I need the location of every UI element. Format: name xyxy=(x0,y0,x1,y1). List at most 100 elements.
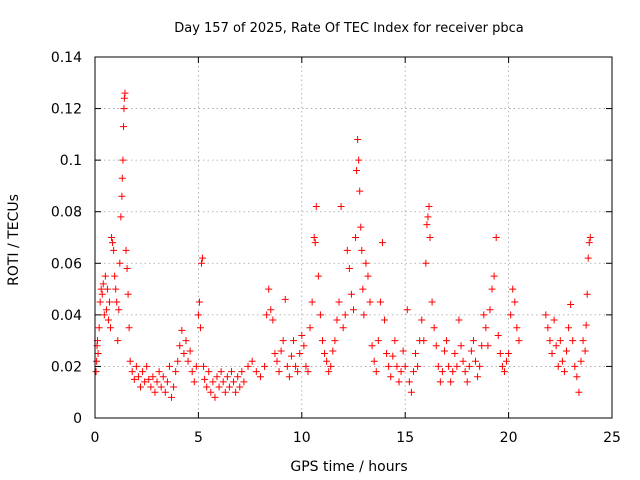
data-point xyxy=(407,388,415,396)
data-point xyxy=(209,378,217,386)
grid-lines xyxy=(95,57,612,418)
data-point xyxy=(575,388,583,396)
data-point xyxy=(355,156,363,164)
data-point xyxy=(321,350,329,358)
data-point xyxy=(141,378,149,386)
data-point xyxy=(354,136,362,144)
x-tick-label: 5 xyxy=(194,430,203,446)
data-point xyxy=(263,311,271,319)
data-point xyxy=(126,357,134,365)
data-point xyxy=(292,362,300,370)
data-point xyxy=(117,213,125,221)
data-point xyxy=(182,337,190,345)
data-point xyxy=(96,298,104,306)
data-point xyxy=(401,362,409,370)
data-point xyxy=(232,388,240,396)
data-point xyxy=(236,383,244,391)
data-point xyxy=(412,350,420,358)
data-point xyxy=(405,378,413,386)
data-point xyxy=(318,337,326,345)
data-point xyxy=(434,362,442,370)
chart-title: Day 157 of 2025, Rate Of TEC Index for r… xyxy=(174,21,524,36)
data-point xyxy=(159,373,167,381)
data-point xyxy=(352,234,360,241)
y-tick-label: 0.08 xyxy=(51,205,82,221)
data-point xyxy=(451,350,459,358)
data-point xyxy=(347,290,355,298)
data-point xyxy=(105,298,113,306)
data-point xyxy=(192,362,200,370)
data-point xyxy=(163,378,171,386)
data-point xyxy=(110,246,118,254)
data-point xyxy=(172,368,180,376)
x-tick-label: 25 xyxy=(603,430,621,446)
data-point xyxy=(343,246,351,254)
data-point xyxy=(560,368,568,376)
tick-labels: 0 5 10 15 20 25 0 0.02 0.04 0.06 0.08 0.1 0.12 0.14 xyxy=(51,50,621,446)
data-point xyxy=(103,285,111,293)
data-point xyxy=(567,301,575,309)
data-point xyxy=(211,393,219,401)
data-point xyxy=(474,373,482,381)
data-point xyxy=(98,290,106,298)
data-point xyxy=(395,378,403,386)
data-point xyxy=(298,331,306,339)
data-point xyxy=(300,342,308,350)
data-point xyxy=(195,298,203,306)
data-point xyxy=(486,306,494,314)
data-point xyxy=(584,254,592,262)
data-point xyxy=(168,393,176,401)
y-axis-label: ROTI / TECUs xyxy=(6,194,22,286)
data-point xyxy=(217,368,225,376)
data-point xyxy=(196,324,204,332)
data-point xyxy=(423,221,431,229)
data-point xyxy=(312,203,320,211)
data-point xyxy=(234,373,242,381)
data-point xyxy=(507,311,515,319)
data-point xyxy=(101,272,109,280)
data-point xyxy=(397,368,405,376)
data-point xyxy=(128,368,136,376)
data-point xyxy=(393,362,401,370)
data-point xyxy=(582,321,590,329)
data-point xyxy=(399,347,407,355)
data-point xyxy=(511,298,519,306)
data-point xyxy=(112,285,120,293)
data-point xyxy=(244,362,252,370)
data-point xyxy=(92,368,100,376)
data-point xyxy=(359,285,367,293)
data-point xyxy=(353,166,361,174)
data-point xyxy=(569,337,577,345)
data-point xyxy=(238,368,246,376)
data-point xyxy=(215,383,223,391)
data-point xyxy=(515,337,523,345)
data-point xyxy=(325,368,333,376)
data-point xyxy=(157,383,165,391)
data-point xyxy=(265,285,273,293)
data-point xyxy=(308,298,316,306)
data-point xyxy=(341,311,349,319)
data-point xyxy=(476,362,484,370)
plot-frame xyxy=(94,56,613,419)
data-point xyxy=(383,350,391,358)
data-point xyxy=(492,234,500,241)
data-point xyxy=(350,306,357,314)
data-point xyxy=(124,290,132,298)
data-point xyxy=(130,375,138,383)
data-point xyxy=(337,203,345,211)
data-point xyxy=(426,234,434,241)
data-point xyxy=(149,373,157,381)
x-axis-label: GPS time / hours xyxy=(290,459,407,475)
data-point xyxy=(285,373,293,381)
data-point xyxy=(374,337,382,345)
data-point xyxy=(409,368,417,376)
data-point xyxy=(494,331,502,339)
data-point xyxy=(151,388,159,396)
data-point xyxy=(447,378,455,386)
data-point xyxy=(120,123,128,131)
data-point xyxy=(385,362,393,370)
x-tick-label: 20 xyxy=(500,430,518,446)
data-point xyxy=(219,378,227,386)
data-point xyxy=(273,357,281,365)
